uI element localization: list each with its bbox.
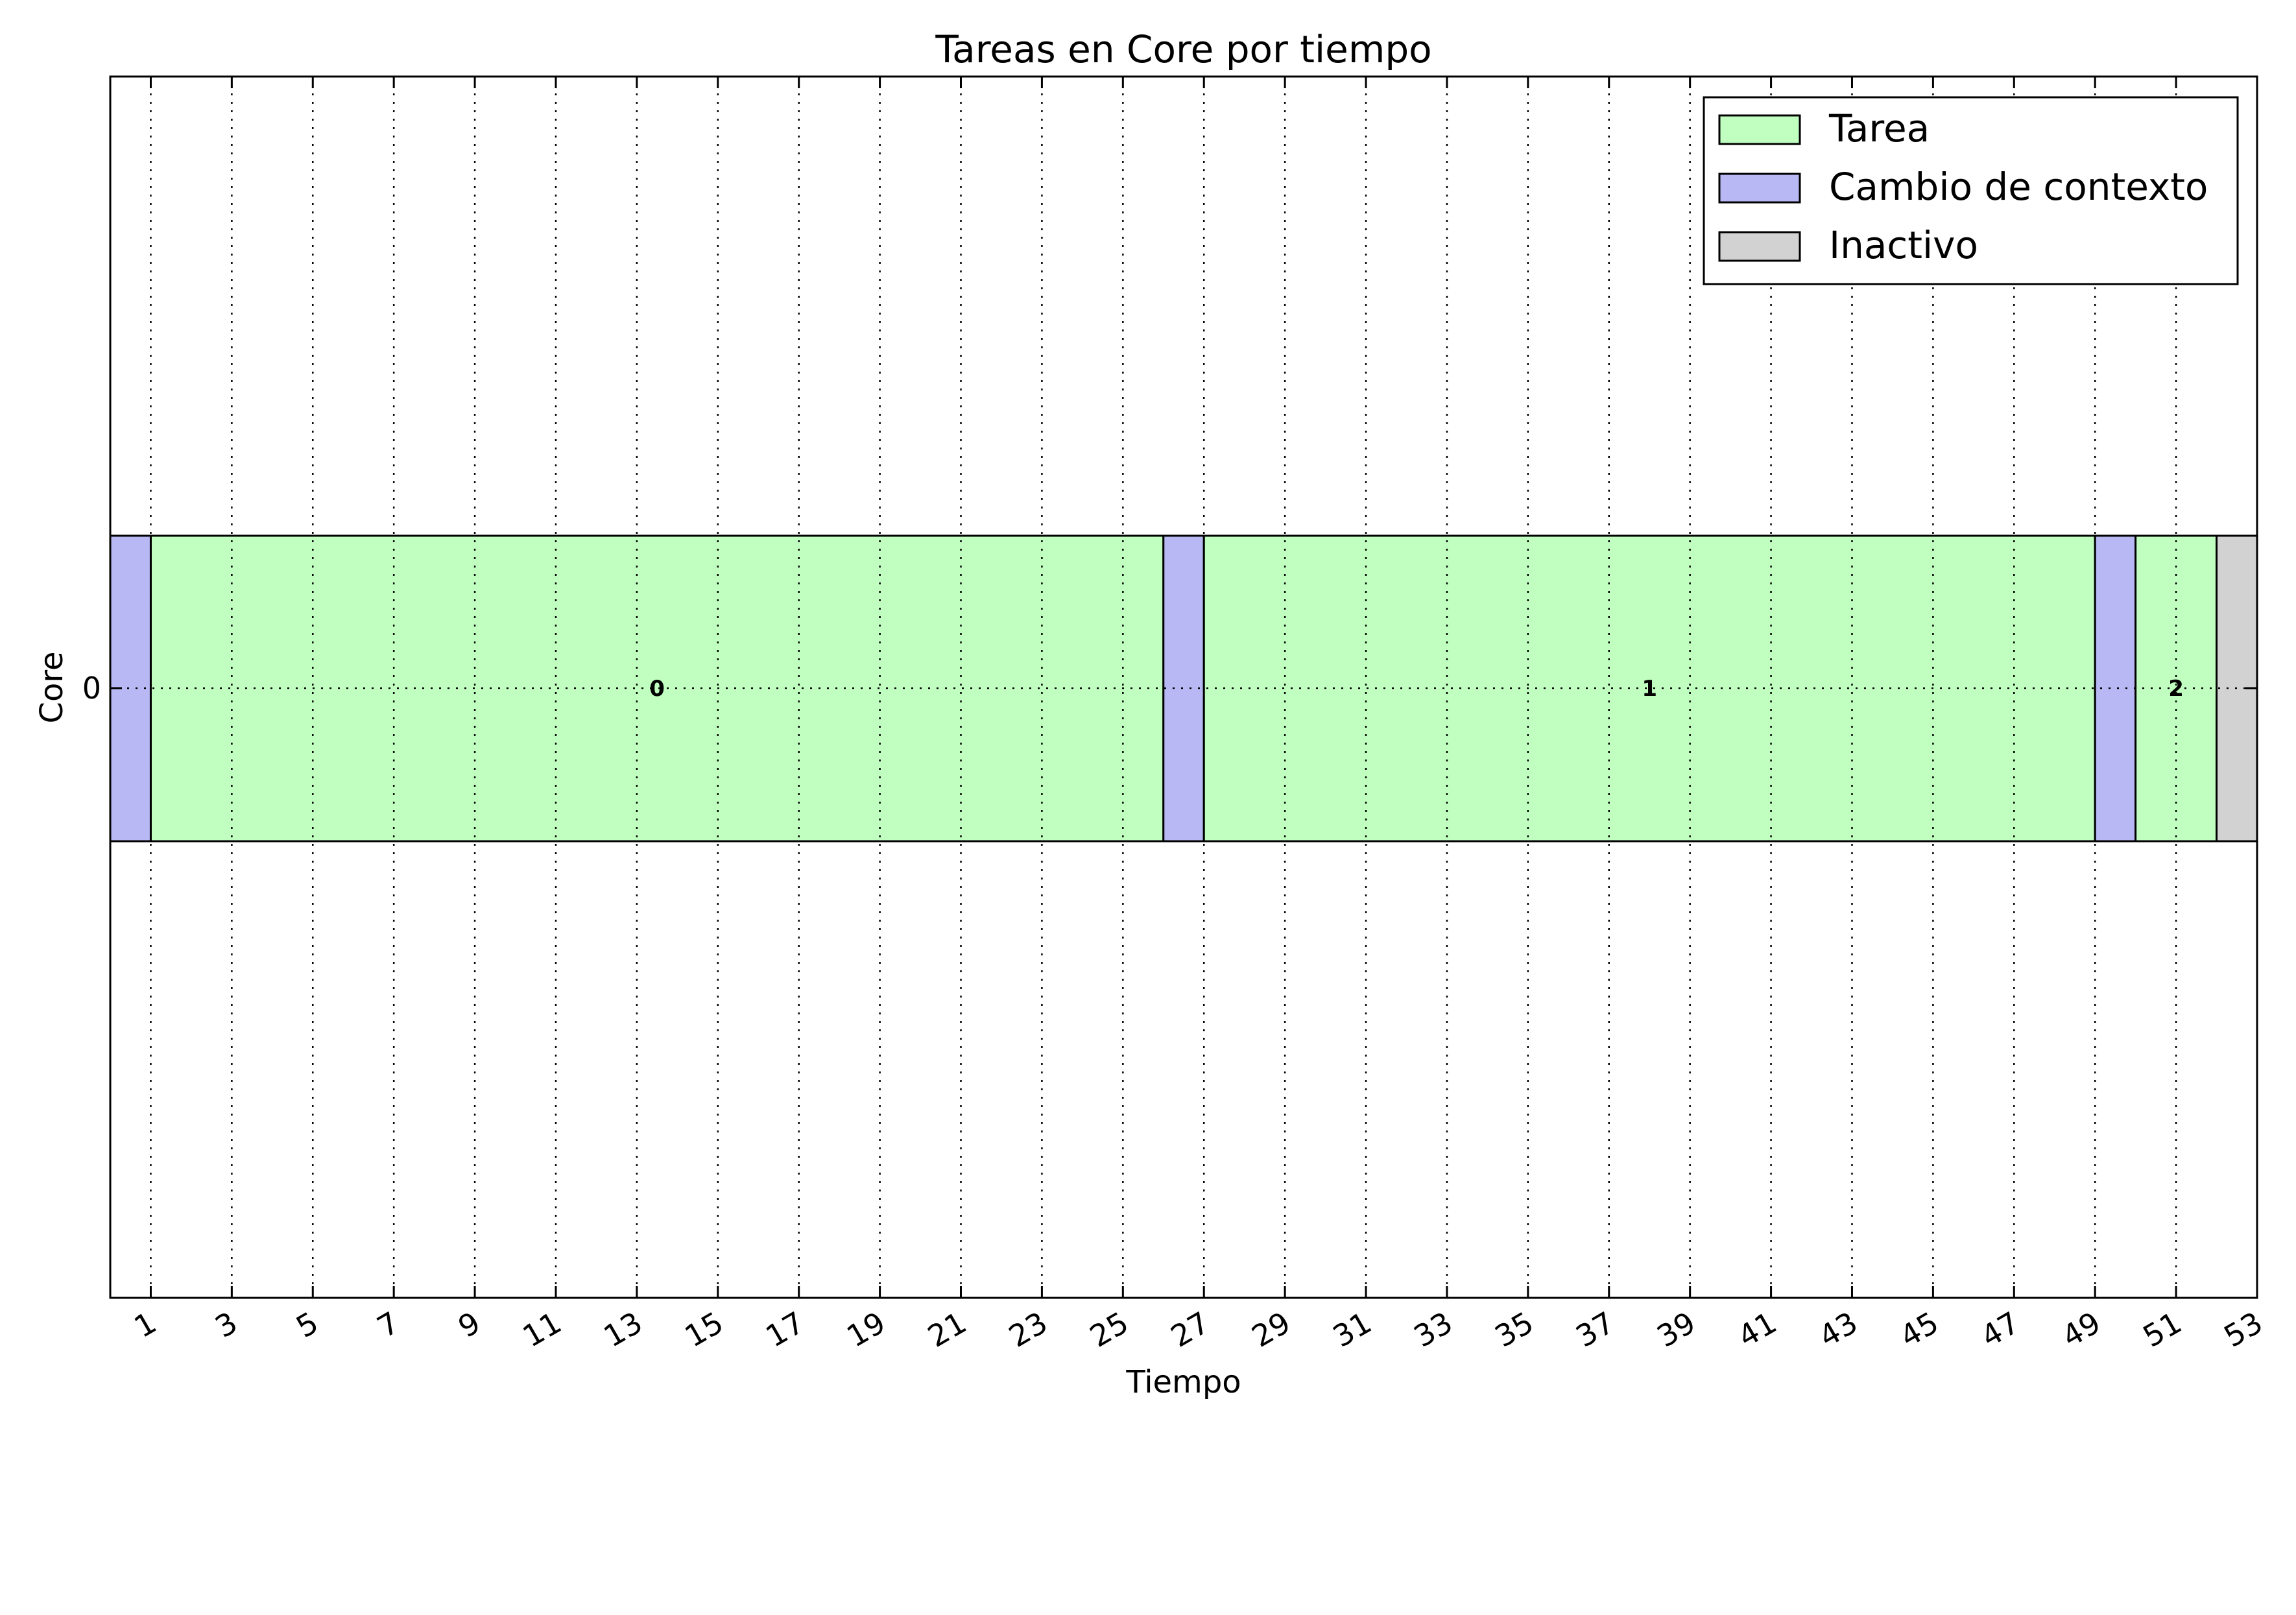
x-tick-label: 23 xyxy=(1003,1305,1053,1354)
x-tick-label: 43 xyxy=(1813,1305,1863,1354)
x-tick-label: 19 xyxy=(841,1305,891,1354)
legend-swatch xyxy=(1718,231,1801,262)
legend-swatch xyxy=(1718,114,1801,145)
x-tick-label: 53 xyxy=(2218,1305,2269,1354)
x-tick-label: 15 xyxy=(679,1305,730,1354)
x-tick-label: 21 xyxy=(922,1305,972,1354)
x-tick-label: 41 xyxy=(1732,1305,1782,1354)
x-tick-label: 49 xyxy=(2056,1305,2107,1354)
x-axis-label: Tiempo xyxy=(1125,1364,1241,1400)
legend: Tarea Cambio de contexto Inactivo xyxy=(1703,96,2239,285)
x-tick-label: 3 xyxy=(209,1305,243,1345)
segment-bar xyxy=(1202,534,2096,843)
x-tick-label: 13 xyxy=(598,1305,649,1354)
legend-label: Tarea xyxy=(1828,106,1930,150)
x-tick-label: 37 xyxy=(1570,1305,1621,1354)
y-axis-label: Core xyxy=(34,651,70,723)
segment-bar xyxy=(1162,534,1205,843)
segment-label: 0 xyxy=(649,676,665,702)
segment-label: 1 xyxy=(1642,676,1657,702)
x-tick-label: 29 xyxy=(1246,1305,1297,1354)
x-tick-label: 35 xyxy=(1489,1305,1540,1354)
chart-title: Tareas en Core por tiempo xyxy=(935,27,1431,71)
legend-label: Cambio de contexto xyxy=(1829,165,2208,209)
x-tick-label: 47 xyxy=(1975,1305,2026,1354)
x-tick-label: 51 xyxy=(2137,1305,2188,1354)
x-tick-label: 45 xyxy=(1894,1305,1944,1354)
segment-bar xyxy=(149,534,1165,843)
x-tick-label: 27 xyxy=(1165,1305,1215,1354)
x-tick-label: 17 xyxy=(759,1305,810,1354)
x-tick-label: 9 xyxy=(452,1305,486,1345)
x-tick-label: 31 xyxy=(1327,1305,1378,1354)
legend-swatch xyxy=(1718,173,1801,204)
x-tick-label: 7 xyxy=(371,1305,405,1345)
x-tick-label: 1 xyxy=(128,1305,162,1345)
x-tick-label: 5 xyxy=(290,1305,324,1345)
x-tick-label: 33 xyxy=(1408,1305,1459,1354)
y-tick-label: 0 xyxy=(82,671,101,706)
legend-label: Inactivo xyxy=(1829,223,1978,267)
x-tick-label: 11 xyxy=(517,1305,568,1354)
x-tick-label: 39 xyxy=(1651,1305,1701,1354)
segment-label: 2 xyxy=(2168,676,2184,702)
x-tick-label: 25 xyxy=(1084,1305,1134,1354)
